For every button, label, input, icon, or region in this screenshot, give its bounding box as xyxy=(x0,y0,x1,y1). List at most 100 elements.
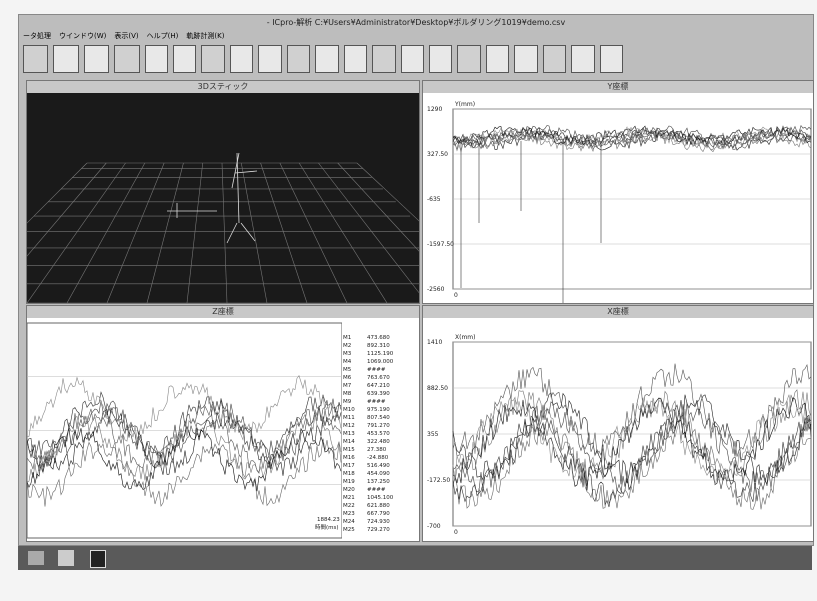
tool-button[interactable] xyxy=(514,45,538,73)
marker-value: 621.880 xyxy=(367,503,390,509)
marker-row: M2 892.310 xyxy=(343,342,393,350)
trace xyxy=(27,404,342,474)
y-plot: 1290 327.50 -635 -1597.50 -2560 Y(mm) 0 xyxy=(427,101,812,303)
menu-bar: ータ処理 ウインドウ(W) 表示(V) ヘルプ(H) 軌跡計測(K) xyxy=(23,31,224,41)
menu-item[interactable]: ータ処理 xyxy=(23,32,51,40)
tool-button[interactable] xyxy=(144,45,168,73)
axis-unit: X(mm) xyxy=(455,334,475,341)
marker-name: M5 xyxy=(343,367,352,373)
tool-button[interactable] xyxy=(343,45,368,73)
y-tick-label: -2560 xyxy=(427,286,445,293)
tool-button[interactable] xyxy=(23,45,49,73)
tool-button[interactable] xyxy=(258,45,282,73)
marker-value: 516.490 xyxy=(367,463,390,469)
grid-line xyxy=(27,162,126,303)
tool-button[interactable] xyxy=(286,45,311,73)
marker-row: M20 #### xyxy=(343,486,393,494)
marker-row: M25 729.270 xyxy=(343,526,393,534)
marker-value: 791.270 xyxy=(367,423,390,429)
taskbar-icon[interactable] xyxy=(58,550,74,566)
tool-button[interactable] xyxy=(542,45,567,73)
y-tick-label: 327.50 xyxy=(427,151,448,158)
marker-row: M15 27.380 xyxy=(343,446,393,454)
y-tick-label: 355 xyxy=(427,431,439,438)
menu-item[interactable]: ウインドウ(W) xyxy=(59,32,107,40)
trace xyxy=(452,126,812,148)
trace xyxy=(452,127,812,149)
marker-name: M13 xyxy=(343,431,355,437)
marker-value: 453.570 xyxy=(367,431,390,437)
marker-value: 667.790 xyxy=(367,511,390,517)
marker-row: M18 454.090 xyxy=(343,470,393,478)
y-tick-label: -700 xyxy=(427,523,441,530)
tool-button[interactable] xyxy=(83,45,110,73)
marker-name: M9 xyxy=(343,399,352,405)
marker-name: M3 xyxy=(343,351,352,357)
tool-button[interactable] xyxy=(400,45,424,73)
grid-line xyxy=(298,162,388,303)
tool-button[interactable] xyxy=(457,45,481,73)
trace xyxy=(452,392,812,485)
x-tick-label: 0 xyxy=(454,529,458,536)
marker-name: M16 xyxy=(343,455,355,461)
marker-value: 454.090 xyxy=(367,471,390,477)
marker-name: M22 xyxy=(343,503,355,509)
marker-value: 1045.100 xyxy=(367,495,394,501)
taskbar-icon[interactable] xyxy=(28,551,44,565)
marker-value: 27.380 xyxy=(367,447,387,453)
trace xyxy=(27,425,342,492)
marker-row: M24 724.930 xyxy=(343,518,393,526)
tool-button[interactable] xyxy=(485,45,510,73)
tool-button[interactable] xyxy=(173,45,197,73)
marker-value: 807.540 xyxy=(367,415,390,421)
marker-name: M12 xyxy=(343,423,355,429)
y-tick-label: -172.50 xyxy=(427,477,450,484)
marker-value: 729.270 xyxy=(367,527,390,533)
marker-row: M13 453.570 xyxy=(343,430,393,438)
time-label: 時間(ms) xyxy=(315,525,339,531)
panel-title: X座標 xyxy=(423,306,813,318)
tool-button[interactable] xyxy=(114,45,140,73)
marker-name: M15 xyxy=(343,447,355,453)
trace xyxy=(452,401,812,495)
marker-name: M21 xyxy=(343,495,355,501)
trace xyxy=(27,438,342,507)
marker-value: #### xyxy=(367,399,386,405)
taskbar-icon[interactable] xyxy=(90,550,106,568)
grid-line xyxy=(356,162,419,222)
tool-button[interactable] xyxy=(428,45,453,73)
marker-row: M10 975.190 xyxy=(343,406,393,414)
trace xyxy=(27,413,342,483)
marker-value: 473.680 xyxy=(367,335,390,341)
marker-row: M9 #### xyxy=(343,398,393,406)
y-tick-label: -1597.50 xyxy=(427,241,454,248)
tool-button[interactable] xyxy=(201,45,225,73)
grid-line xyxy=(27,162,107,257)
trace xyxy=(27,407,342,476)
tool-button[interactable] xyxy=(315,45,339,73)
tool-button[interactable] xyxy=(571,45,595,73)
marker-row: M7 647.210 xyxy=(343,382,393,390)
marker-name: M23 xyxy=(343,511,355,517)
tool-button[interactable] xyxy=(229,45,254,73)
grid-line xyxy=(146,162,184,303)
tool-button[interactable] xyxy=(372,45,396,73)
marker-name: M24 xyxy=(343,519,355,525)
menu-item[interactable]: 表示(V) xyxy=(114,32,139,40)
marker-value: -24.880 xyxy=(367,455,389,461)
grid-line xyxy=(318,162,419,294)
menu-item[interactable]: 軌跡計測(K) xyxy=(186,32,225,40)
marker-row: M6 763.670 xyxy=(343,374,393,382)
grid-line xyxy=(279,162,348,303)
marker-row: M21 1045.100 xyxy=(343,494,393,502)
panel-title: 3Dスティック xyxy=(27,81,419,93)
tool-button[interactable] xyxy=(599,45,623,73)
tool-button[interactable] xyxy=(53,45,79,73)
menu-item[interactable]: ヘルプ(H) xyxy=(146,32,179,40)
marker-row: M23 667.790 xyxy=(343,510,393,518)
marker-value: #### xyxy=(367,487,386,493)
marker-row: M8 639.390 xyxy=(343,390,393,398)
toolbar xyxy=(23,45,623,79)
stick-segment xyxy=(231,152,240,189)
